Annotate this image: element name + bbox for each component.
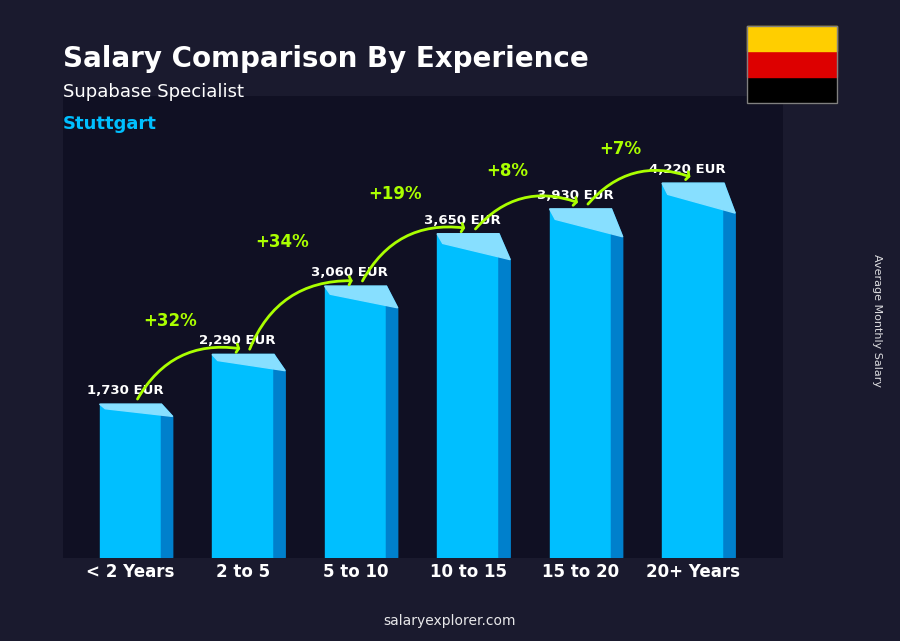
Bar [437,234,499,558]
Bar [747,51,837,77]
Bar [325,286,386,558]
Polygon shape [550,209,623,237]
Text: 3,060 EUR: 3,060 EUR [311,266,388,279]
Bar [747,77,837,103]
Bar [747,26,837,51]
Text: +34%: +34% [256,233,310,251]
Polygon shape [611,209,623,558]
Polygon shape [499,234,510,558]
Text: +19%: +19% [368,185,422,203]
Text: +32%: +32% [143,312,197,329]
Text: salaryexplorer.com: salaryexplorer.com [383,614,517,628]
Bar [100,404,161,558]
Polygon shape [274,354,285,558]
Text: 2,290 EUR: 2,290 EUR [199,335,275,347]
Bar [550,209,611,558]
Text: Supabase Specialist: Supabase Specialist [63,83,244,101]
Polygon shape [437,234,510,260]
Text: 4,220 EUR: 4,220 EUR [649,163,725,176]
Text: +8%: +8% [486,162,528,181]
Bar [662,183,724,558]
Text: 1,730 EUR: 1,730 EUR [86,384,163,397]
Bar [212,354,274,558]
Polygon shape [325,286,398,308]
Polygon shape [100,404,173,417]
Text: 3,930 EUR: 3,930 EUR [536,188,613,202]
Polygon shape [724,183,735,558]
Polygon shape [161,404,173,558]
Polygon shape [662,183,735,213]
Polygon shape [386,286,398,558]
Text: Average Monthly Salary: Average Monthly Salary [872,254,883,387]
Text: Stuttgart: Stuttgart [63,115,157,133]
Polygon shape [212,354,285,370]
Text: +7%: +7% [598,140,641,158]
Text: 3,650 EUR: 3,650 EUR [424,213,500,227]
Text: Salary Comparison By Experience: Salary Comparison By Experience [63,45,589,73]
